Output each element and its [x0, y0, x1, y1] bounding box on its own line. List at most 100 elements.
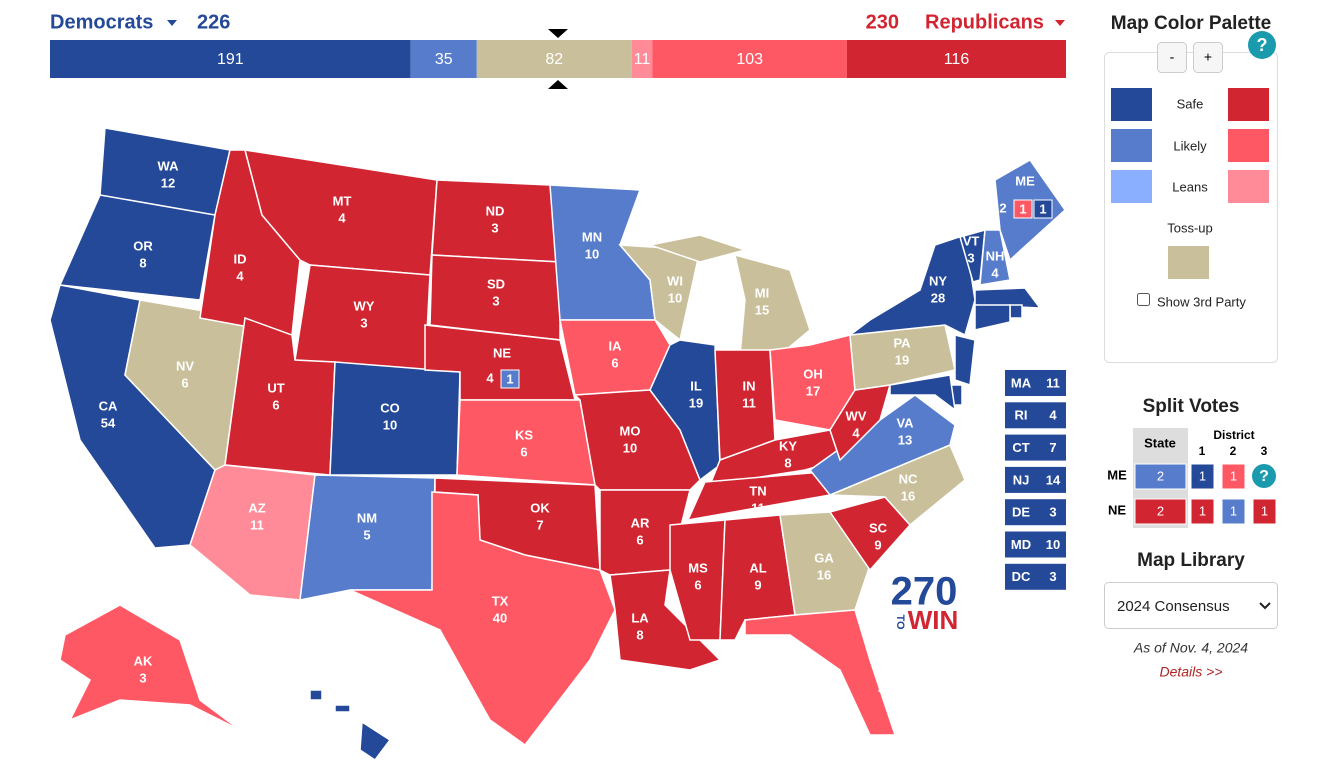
palette-swatch[interactable] [1228, 170, 1269, 203]
state-ev: 8 [636, 627, 643, 642]
split-vote-box[interactable] [1134, 498, 1187, 525]
split-vote-box[interactable] [1221, 498, 1246, 525]
state-ev: 16 [817, 567, 831, 582]
split-state: ME [1107, 467, 1127, 482]
bar-label: 11 [634, 51, 651, 68]
state-abbr: WV [846, 408, 867, 423]
palette-swatch[interactable] [1228, 88, 1269, 121]
state-shape[interactable] [979, 229, 1011, 286]
state-shape[interactable] [847, 234, 976, 337]
state-abbr: AR [631, 515, 650, 530]
palette-swatch[interactable] [1111, 170, 1152, 203]
state-shape[interactable] [974, 304, 1011, 331]
library-select[interactable] [1104, 582, 1278, 629]
district-box[interactable] [1033, 199, 1053, 219]
state-ev: 6 [272, 397, 279, 412]
state-shape[interactable] [744, 609, 897, 736]
plus-button[interactable] [1193, 42, 1223, 73]
state-ev: 4 [236, 268, 244, 283]
library-selected[interactable]: 2024 Consensus [1117, 598, 1230, 615]
state-shape[interactable] [309, 689, 392, 762]
state-shape[interactable] [954, 334, 976, 387]
small-state-ev: 14 [1046, 472, 1061, 487]
as-of: As of Nov. 4, 2024 [1133, 640, 1248, 656]
state-ev: 11 [751, 500, 765, 515]
state-shape[interactable] [889, 374, 956, 412]
split-vote-box[interactable] [1190, 463, 1215, 490]
dem-label[interactable]: Democrats [50, 11, 153, 33]
palette-swatch[interactable] [1228, 129, 1269, 162]
select-chevron[interactable] [1259, 602, 1271, 610]
split-vote-value: 1 [1199, 503, 1206, 518]
state-shape[interactable] [58, 194, 216, 301]
small-state-box[interactable] [1005, 531, 1066, 558]
state-abbr: NM [357, 510, 377, 525]
state-abbr: TN [749, 483, 766, 498]
dropdown-caret[interactable] [167, 20, 177, 26]
minus-label[interactable]: - [1170, 49, 1175, 65]
state-shape[interactable] [974, 287, 1042, 309]
third-party-checkbox[interactable] [1137, 293, 1150, 306]
details-link[interactable]: Details >> [1159, 664, 1222, 680]
state-shape[interactable] [1009, 304, 1023, 319]
rep-label[interactable]: Republicans [925, 11, 1044, 33]
small-state-ev: 7 [1049, 440, 1056, 455]
state-abbr: AZ [248, 500, 265, 515]
split-vote-box[interactable] [1134, 463, 1187, 490]
state-ev: 30 [878, 680, 892, 695]
safe-label: Safe [1177, 96, 1204, 111]
state-shape[interactable] [456, 399, 596, 486]
help-button[interactable] [1248, 31, 1276, 59]
third-party-label[interactable]: Show 3rd Party [1157, 294, 1246, 309]
small-state-abbr: MA [1011, 375, 1032, 390]
palette-swatch[interactable] [1111, 129, 1152, 162]
district-ev: 1 [506, 371, 513, 386]
state-abbr: KY [779, 438, 797, 453]
district-box[interactable] [500, 369, 520, 389]
plus-label[interactable]: + [1204, 49, 1212, 65]
small-state-box[interactable] [1005, 499, 1066, 526]
district-box[interactable] [1013, 199, 1033, 219]
help-label[interactable]: ? [1259, 468, 1269, 485]
small-state-box[interactable] [1005, 402, 1066, 429]
help-label[interactable]: ? [1257, 35, 1268, 55]
split-vote-box[interactable] [1252, 498, 1277, 525]
state-ev: 4 [345, 742, 353, 757]
state-shape[interactable] [669, 519, 726, 641]
state-ev: 10 [623, 440, 637, 455]
state-abbr: KS [515, 427, 533, 442]
state-shape[interactable] [609, 569, 722, 671]
split-vote-box[interactable] [1221, 463, 1246, 490]
state-abbr: WA [158, 158, 180, 173]
small-state-ev: 11 [1046, 375, 1060, 390]
small-state-box[interactable] [1005, 466, 1066, 493]
state-ev: 13 [898, 432, 912, 447]
bar-segment [631, 40, 653, 78]
minus-button[interactable] [1157, 42, 1187, 73]
split-vote-value: 1 [1261, 503, 1268, 518]
small-state-box[interactable] [1005, 434, 1066, 461]
state-abbr: AK [134, 653, 153, 668]
small-state-box[interactable] [1005, 563, 1066, 590]
split-vote-value: 1 [1230, 503, 1237, 518]
state-shape[interactable] [349, 491, 616, 747]
small-state-abbr: MD [1011, 537, 1031, 552]
palette-swatch[interactable] [1168, 246, 1209, 279]
state-abbr: TX [492, 593, 509, 608]
state-ev: 3 [139, 670, 146, 685]
state-abbr: IA [609, 338, 623, 353]
dropdown-caret[interactable] [1055, 20, 1065, 26]
small-state-abbr: CT [1012, 440, 1029, 455]
state-abbr: UT [267, 380, 284, 395]
split-vote-box[interactable] [1190, 498, 1215, 525]
small-state-box[interactable] [1005, 370, 1066, 396]
state-abbr: SC [869, 520, 888, 535]
small-state-abbr: NJ [1013, 472, 1030, 487]
bar-segment [50, 40, 411, 78]
palette-swatch[interactable] [1111, 88, 1152, 121]
state-abbr: OK [530, 500, 550, 515]
state-shape[interactable] [649, 339, 721, 482]
help-button[interactable] [1252, 464, 1276, 488]
state-shape[interactable] [59, 604, 241, 731]
